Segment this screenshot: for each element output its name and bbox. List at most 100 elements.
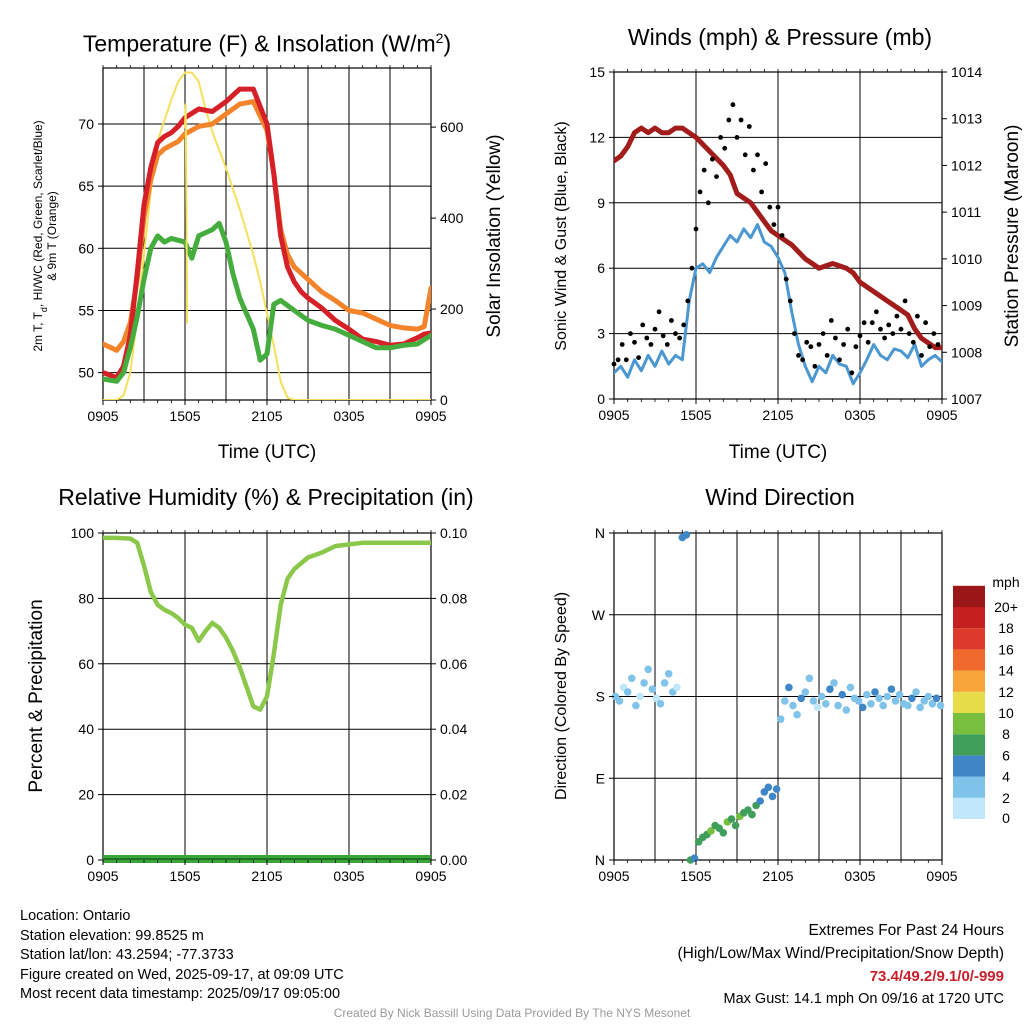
gust-point — [816, 342, 822, 347]
direction-point — [936, 701, 945, 710]
legend-title: mph — [992, 574, 1019, 590]
temp-ytick-label: 70 — [78, 116, 94, 132]
gust-point — [841, 342, 846, 347]
direction-point — [826, 685, 834, 693]
gust-point — [714, 174, 719, 180]
wind-xtick-label: 0305 — [844, 407, 875, 423]
gust-point — [722, 145, 728, 151]
direction-point — [928, 700, 937, 708]
gust-point — [808, 344, 814, 350]
temp-ytick-label: 50 — [78, 365, 94, 381]
gust-point — [685, 298, 691, 304]
rh-xtick-label: 0305 — [333, 868, 364, 884]
credit-line: Created By Nick Bassill Using Data Provi… — [333, 1006, 691, 1020]
gust-point — [894, 313, 900, 319]
direction-point — [636, 692, 644, 701]
direction-point — [731, 821, 740, 830]
direction-point — [772, 785, 781, 793]
direction-point — [764, 783, 773, 792]
direction-point — [652, 694, 661, 703]
gust-point — [660, 333, 666, 339]
gust-point — [767, 204, 773, 210]
gust-point — [751, 167, 756, 173]
direction-point — [648, 685, 657, 693]
temp-xtick-label: 1505 — [169, 408, 200, 424]
direction-point — [834, 701, 842, 710]
direction-point — [768, 792, 777, 801]
rh-ytick-label: 60 — [78, 656, 94, 672]
gust-point — [730, 102, 736, 108]
direction-point — [891, 697, 900, 705]
direction-point — [932, 694, 941, 703]
gust-point — [792, 331, 797, 336]
created-text: Figure created on Wed, 2025-09-17, at 09… — [20, 966, 344, 983]
dir-ytick-label: E — [596, 770, 605, 786]
solar-spike-line — [184, 103, 189, 324]
dir-xtick-label: 0905 — [598, 868, 629, 884]
wind-y2tick-label: 1011 — [951, 204, 981, 220]
dir-ytick-label: N — [595, 525, 605, 541]
temp-y2label: Solar Insolation (Yellow) — [484, 134, 505, 337]
rh-line — [103, 535, 431, 712]
legend-label: 20+ — [994, 599, 1018, 615]
wind-ytick-label: 12 — [589, 129, 605, 145]
temp-xtick-label: 0905 — [415, 408, 446, 424]
direction-point — [664, 670, 673, 678]
gust-point — [632, 339, 637, 345]
legend-swatch — [953, 776, 985, 798]
temp-xtick-label: 0905 — [87, 408, 118, 424]
gust-point — [718, 135, 723, 140]
direction-point — [797, 694, 805, 703]
wind-y2tick-label: 1010 — [951, 251, 982, 267]
legend-label: 10 — [998, 705, 1014, 721]
dir-panel-title: Wind Direction — [705, 484, 855, 510]
temp-xlabel: Time (UTC) — [218, 442, 317, 463]
gust-point — [902, 298, 908, 304]
gust-point — [746, 124, 752, 129]
gust-point — [845, 326, 851, 332]
gust-point — [628, 331, 633, 336]
direction-point — [776, 715, 785, 723]
dir-xtick-label: 2105 — [762, 868, 793, 884]
gust-point — [861, 320, 867, 326]
gust-point — [874, 309, 879, 315]
direction-point — [904, 701, 912, 710]
rh-xtick-label: 1505 — [169, 868, 200, 884]
gust-point — [705, 200, 711, 206]
wind-panel-title: Winds (mph) & Pressure (mb) — [627, 24, 933, 50]
gust-point — [800, 357, 805, 363]
dir-ytick-label: N — [595, 852, 605, 868]
extremes-heading: Extremes For Past 24 Hours — [808, 922, 1004, 939]
legend-label: 12 — [998, 684, 1014, 700]
gust-point — [615, 357, 621, 363]
gust-point — [865, 339, 871, 345]
wind-ytick-label: 0 — [597, 391, 605, 407]
gust-point — [652, 326, 658, 332]
gust-point — [882, 335, 887, 341]
gust-point — [689, 265, 695, 271]
dir-xtick-label: 0905 — [926, 868, 957, 884]
gust-point — [828, 318, 834, 323]
wind-y2tick-label: 1012 — [951, 157, 982, 173]
direction-point — [785, 683, 793, 692]
direction-point — [789, 701, 797, 710]
legend-swatch — [953, 734, 985, 756]
dir-ytick-label: S — [596, 689, 605, 705]
temp-series-2 — [103, 220, 431, 384]
gust-point — [669, 318, 674, 323]
gust-point — [701, 167, 707, 173]
gust-point — [824, 353, 830, 358]
direction-point — [830, 679, 838, 687]
temp-ylabel-sub: d — [39, 307, 49, 312]
wind-y2tick-label: 1008 — [951, 344, 982, 360]
gust-point — [763, 161, 769, 167]
wind-ytick-label: 3 — [597, 326, 605, 342]
rh-ylabel: Percent & Precipitation — [26, 599, 47, 792]
temp-series-0 — [103, 86, 431, 381]
temp-y2tick-label: 400 — [440, 210, 464, 226]
direction-point — [895, 690, 904, 699]
gust-point — [915, 313, 920, 319]
pressure-line — [614, 125, 942, 351]
gust-point — [849, 370, 855, 376]
gust-point — [869, 320, 875, 326]
